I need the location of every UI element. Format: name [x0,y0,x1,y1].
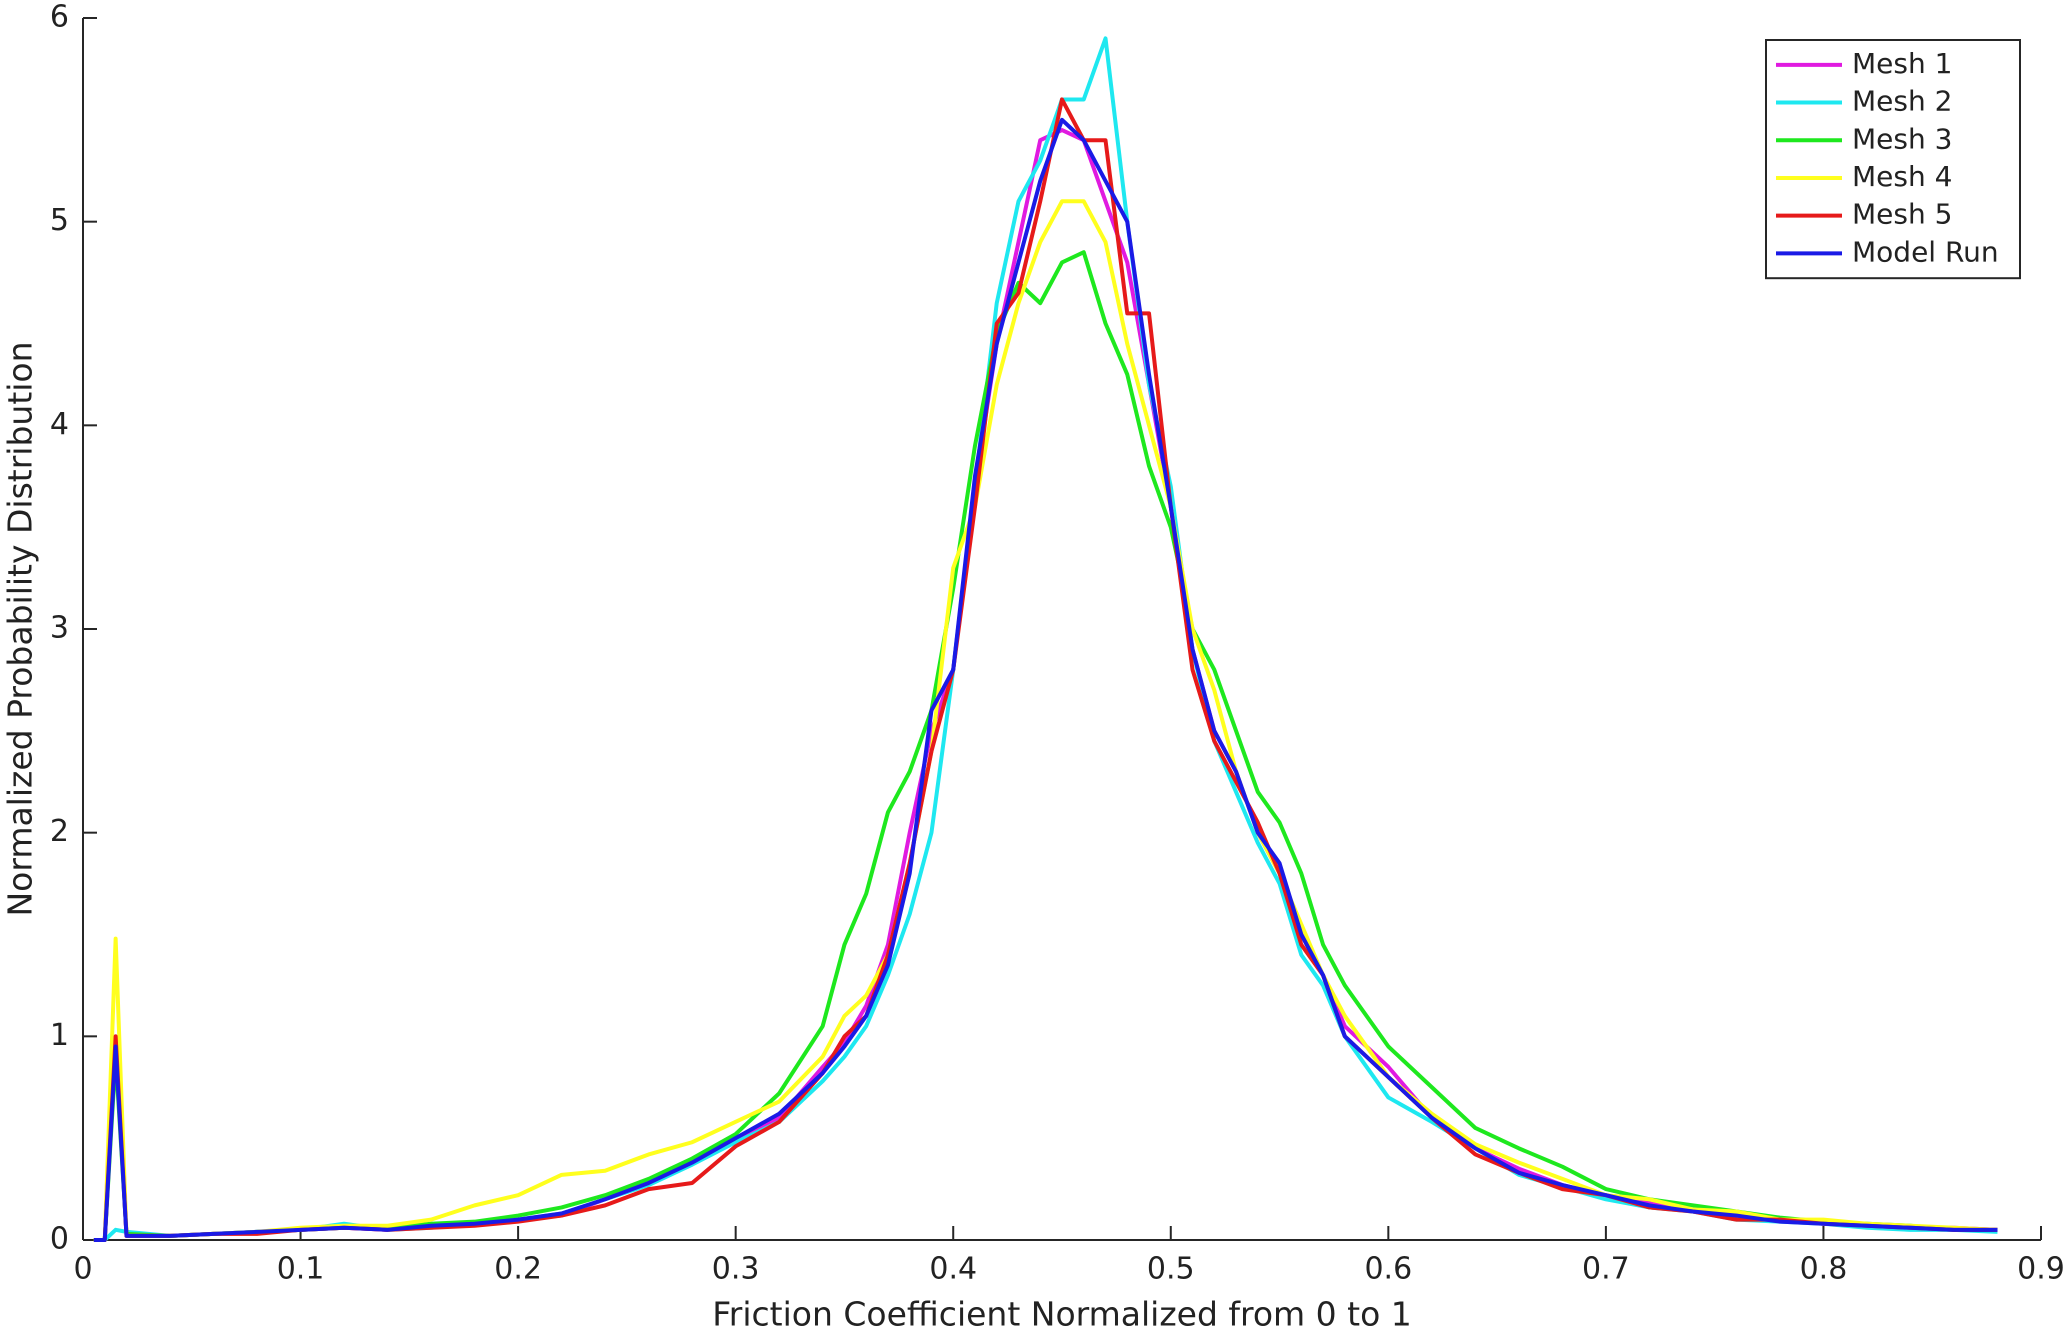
x-tick-label: 0.2 [494,1252,542,1287]
x-axis-label: Friction Coefficient Normalized from 0 t… [712,1295,1412,1332]
y-tick-label: 5 [50,203,69,238]
data-line [93,36,1998,1242]
legend-box [1765,39,2021,280]
x-tick-label: 0 [73,1252,92,1287]
y-tick-label: 6 [50,0,69,35]
data-line [93,117,1998,1242]
legend-label: Mesh 1 [1852,47,1952,80]
legend-label: Mesh 4 [1852,160,1952,193]
data-line [93,199,1998,1242]
x-tick-label: 0.3 [712,1252,760,1287]
x-tick-label: 0.5 [1147,1252,1195,1287]
x-tick-label: 0.1 [277,1252,325,1287]
y-tick-label: 2 [50,814,69,849]
legend: Mesh 1 Mesh 2 Mesh 3 Mesh 4 Mesh 5 Model Run [1765,39,2021,280]
x-tick-label: 0.7 [1582,1252,1630,1287]
data-line [93,250,1998,1242]
y-tick-label: 3 [50,611,69,646]
y-axis-label: Normalized Probability Distribution [1,341,40,916]
legend-label: Mesh 5 [1852,198,1952,231]
x-tick-label: 0.8 [1800,1252,1848,1287]
y-tick-label: 1 [50,1018,69,1053]
data-line [93,97,1998,1242]
y-tick-label: 4 [50,407,69,442]
legend-label: Mesh 2 [1852,85,1952,118]
legend-label: Mesh 3 [1852,122,1952,155]
x-tick-label: 0.9 [2017,1252,2065,1287]
x-tick-label: 0.4 [929,1252,977,1287]
legend-label: Model Run [1852,235,1999,268]
x-tick-label: 0.6 [1364,1252,1412,1287]
y-tick-label: 0 [50,1222,69,1257]
